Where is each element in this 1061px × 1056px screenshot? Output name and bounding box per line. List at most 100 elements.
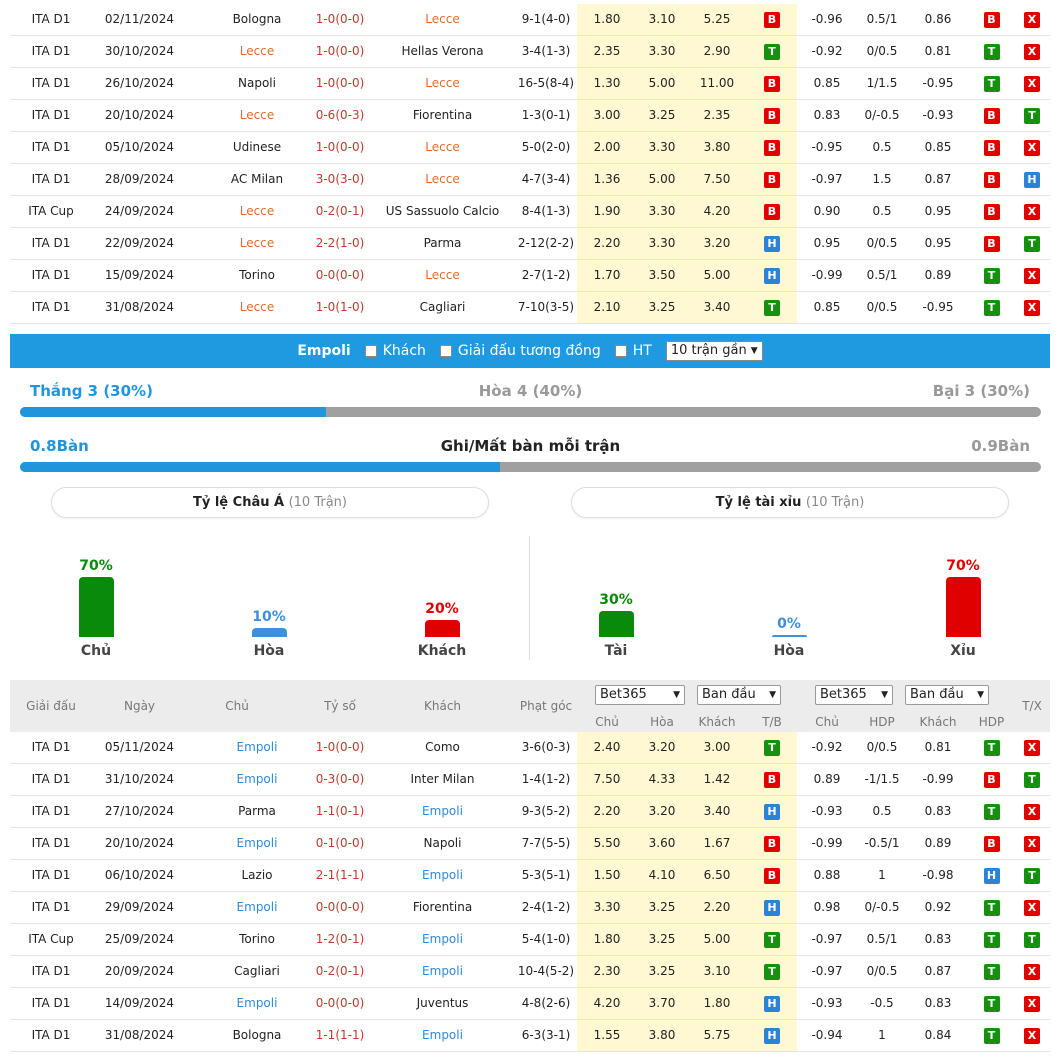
table-row[interactable]: ITA D1 02/11/2024 Bologna 1-0(0-0) Lecce 9-1(… [10,4,1050,36]
away-team-cell[interactable]: Como [425,740,460,754]
score-cell[interactable]: 0-3(0-0) [315,772,365,786]
table-row[interactable]: ITA D1 29/09/2024 Empoli 0-0(0-0) Fiorentina… [10,892,1050,924]
table-row[interactable]: ITA D1 20/09/2024 Cagliari 0-2(0-1) Empoli 10… [10,956,1050,988]
filter-away-checkbox[interactable]: Khách [364,343,426,359]
home-team-cell[interactable]: Bologna [232,12,282,26]
away-team-cell[interactable]: Empoli [422,964,463,978]
table-row[interactable]: ITA D1 14/09/2024 Empoli 0-0(0-0) Juventus 4-… [10,988,1050,1020]
score-cell[interactable]: 0-0(0-0) [315,268,365,282]
table-row[interactable]: ITA D1 20/10/2024 Lecce 0-6(0-3) Fiorentina 1… [10,100,1050,132]
home-team-cell[interactable]: Lecce [239,108,275,122]
table-row[interactable]: ITA D1 31/10/2024 Empoli 0-3(0-0) Inter Mila… [10,764,1050,796]
away-team-cell[interactable]: Lecce [425,268,460,282]
home-team-cell[interactable]: Lecce [239,236,275,250]
bookmaker-select-1[interactable]: Bet365 ▼ [595,685,685,705]
odds-type-select-1[interactable]: Ban đầu ▼ [697,685,781,705]
table-row[interactable]: ITA D1 30/10/2024 Lecce 1-0(0-0) Hellas Vero… [10,36,1050,68]
home-team-cell[interactable]: Empoli [236,836,278,850]
score-cell[interactable]: 0-2(0-1) [315,204,365,218]
home-team-cell[interactable]: Lecce [239,204,275,218]
away-team-cell[interactable]: Empoli [422,932,463,946]
chevron-down-icon: ▼ [769,690,776,700]
odds-type-select-2[interactable]: Ban đầu ▼ [905,685,989,705]
away-team-cell[interactable]: Fiorentina [412,108,473,122]
home-team-cell[interactable]: Lecce [239,44,275,58]
score-cell[interactable]: 1-0(0-0) [315,44,365,58]
away-team-cell[interactable]: Lecce [425,140,460,154]
home-team-cell[interactable]: Lecce [239,300,275,314]
home-team-cell[interactable]: Empoli [236,740,278,754]
result-badge: T [1024,107,1040,124]
table-row[interactable]: ITA Cup 24/09/2024 Lecce 0-2(0-1) US Sassuol… [10,196,1050,228]
away-team-cell[interactable]: Empoli [422,1028,463,1042]
table-row[interactable]: ITA D1 28/09/2024 AC Milan 3-0(3-0) Lecce 4-7… [10,164,1050,196]
score-cell[interactable]: 2-1(1-1) [315,868,365,882]
home-team-cell[interactable]: Empoli [236,900,278,914]
home-team-cell[interactable]: Parma [238,804,276,818]
home-team-cell[interactable]: Torino [239,268,275,282]
corner-cell: 2-7(1-2) [521,268,571,282]
score-cell[interactable]: 0-0(0-0) [315,900,365,914]
home-team-cell[interactable]: Napoli [238,76,276,90]
score-cell[interactable]: 1-1(0-1) [315,804,365,818]
table-row[interactable]: ITA D1 22/09/2024 Lecce 2-2(1-0) Parma 2-12(2… [10,228,1050,260]
home-team-cell[interactable]: Empoli [236,772,278,786]
home-team-cell[interactable]: Torino [239,932,275,946]
home-team-cell[interactable]: Udinese [232,140,282,154]
score-cell[interactable]: 1-0(1-0) [315,300,365,314]
table-row[interactable]: ITA D1 26/10/2024 Napoli 1-0(0-0) Lecce 16-5(… [10,68,1050,100]
league-cell: ITA D1 [31,1028,71,1042]
away-team-cell[interactable]: Cagliari [419,300,466,314]
over-under-pill[interactable]: Tỷ lệ tài xỉu (10 Trận) [571,487,1009,518]
asian-handicap-pill[interactable]: Tỷ lệ Châu Á (10 Trận) [51,487,489,518]
away-team-cell[interactable]: Lecce [425,172,460,186]
table-row[interactable]: ITA D1 05/11/2024 Empoli 1-0(0-0) Como 3-6(0-… [10,732,1050,764]
table-row[interactable]: ITA Cup 25/09/2024 Torino 1-2(0-1) Empoli 5-4… [10,924,1050,956]
score-cell[interactable]: 3-0(3-0) [315,172,365,186]
score-cell[interactable]: 1-1(1-1) [315,1028,365,1042]
away-team-cell[interactable]: Hellas Verona [401,44,484,58]
score-cell[interactable]: 1-0(0-0) [315,76,365,90]
result-badge: B [764,107,780,124]
away-team-cell[interactable]: Fiorentina [412,900,473,914]
score-cell[interactable]: 1-2(0-1) [315,932,365,946]
table-row[interactable]: ITA D1 31/08/2024 Lecce 1-0(1-0) Cagliari 7-1… [10,292,1050,324]
score-cell[interactable]: 0-6(0-3) [315,108,365,122]
table-row[interactable]: ITA D1 20/10/2024 Empoli 0-1(0-0) Napoli 7-7(… [10,828,1050,860]
checkbox-icon[interactable] [439,345,452,357]
away-team-cell[interactable]: Napoli [423,836,462,850]
away-team-cell[interactable]: Inter Milan [410,772,475,786]
odds-home-cell: 2.00 [577,132,637,163]
home-team-cell[interactable]: AC Milan [230,172,284,186]
away-team-cell[interactable]: Lecce [425,76,460,90]
away-team-cell[interactable]: Empoli [422,868,463,882]
home-team-cell[interactable]: Empoli [236,996,278,1010]
checkbox-icon[interactable] [364,345,377,357]
away-team-cell[interactable]: Parma [423,236,462,250]
away-team-cell[interactable]: Juventus [416,996,469,1010]
bookmaker-select-2[interactable]: Bet365 ▼ [815,685,893,705]
filter-ht-checkbox[interactable]: HT [614,343,652,359]
table-row[interactable]: ITA D1 15/09/2024 Torino 0-0(0-0) Lecce 2-7(1… [10,260,1050,292]
checkbox-icon[interactable] [614,345,627,357]
away-team-cell[interactable]: Empoli [422,804,463,818]
home-team-cell[interactable]: Bologna [232,1028,282,1042]
table-row[interactable]: ITA D1 31/08/2024 Bologna 1-1(1-1) Empoli 6-3… [10,1020,1050,1052]
score-cell[interactable]: 1-0(0-0) [315,140,365,154]
filter-same-league-checkbox[interactable]: Giải đấu tương đồng [439,343,601,359]
home-team-cell[interactable]: Lazio [241,868,273,882]
away-team-cell[interactable]: US Sassuolo Calcio [385,204,500,218]
match-count-select[interactable]: 10 trận gần ▼ [665,341,763,361]
table-row[interactable]: ITA D1 27/10/2024 Parma 1-1(0-1) Empoli 9-3(5… [10,796,1050,828]
table-row[interactable]: ITA D1 06/10/2024 Lazio 2-1(1-1) Empoli 5-3(5… [10,860,1050,892]
score-cell[interactable]: 0-2(0-1) [315,964,365,978]
score-cell[interactable]: 2-2(1-0) [315,236,365,250]
home-team-cell[interactable]: Cagliari [234,964,280,978]
score-cell[interactable]: 0-1(0-0) [315,836,365,850]
score-cell[interactable]: 0-0(0-0) [315,996,365,1010]
table-row[interactable]: ITA D1 05/10/2024 Udinese 1-0(0-0) Lecce 5-0(… [10,132,1050,164]
score-cell[interactable]: 1-0(0-0) [315,12,365,26]
tx-result-cell: X [1014,260,1050,291]
away-team-cell[interactable]: Lecce [425,12,460,26]
score-cell[interactable]: 1-0(0-0) [315,740,365,754]
